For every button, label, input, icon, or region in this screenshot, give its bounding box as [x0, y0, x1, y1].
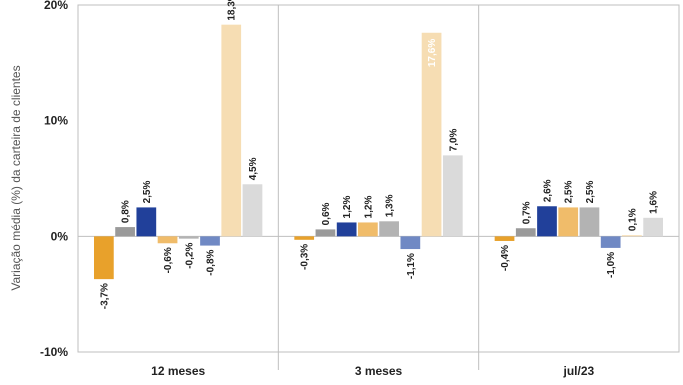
bar	[115, 227, 135, 237]
x-category-label: 12 meses	[151, 364, 205, 378]
y-tick-label: 0%	[51, 229, 69, 243]
data-label: 17,6%	[427, 39, 438, 67]
x-category-label: jul/23	[562, 364, 594, 378]
bar	[558, 207, 579, 237]
bar	[643, 217, 663, 237]
data-label: 1,3%	[385, 194, 396, 217]
x-axis: 12 meses 3 meses jul/23	[151, 364, 594, 378]
data-label: 4,5%	[248, 157, 259, 180]
data-labels: -3,7% 0,8% 2,5% -0,6% -0,2% -0,8% 18,3% 4,5% -0,…	[99, 0, 659, 309]
bar	[600, 236, 621, 248]
data-label: 1,2%	[342, 196, 353, 219]
bars	[94, 24, 663, 280]
data-label: -1,0%	[606, 252, 617, 278]
data-label: 7,0%	[448, 128, 459, 151]
y-tick-label: -10%	[40, 345, 68, 359]
data-label: -0,4%	[500, 245, 511, 271]
bar	[400, 236, 421, 250]
bar	[315, 229, 336, 237]
data-label: 0,1%	[627, 208, 638, 231]
plot-frame	[77, 4, 680, 370]
data-label: -1,1%	[406, 253, 417, 279]
bar	[157, 236, 178, 244]
data-label: 0,8%	[121, 200, 132, 223]
bar	[242, 184, 263, 237]
bar	[579, 207, 600, 237]
data-label: 0,6%	[321, 202, 332, 225]
data-label: -0,2%	[184, 243, 195, 269]
x-category-label: 3 meses	[355, 364, 403, 378]
bar	[537, 206, 557, 237]
bar	[515, 228, 536, 237]
bar	[442, 155, 463, 237]
bar	[200, 236, 220, 246]
bar	[379, 221, 399, 237]
y-tick-label: 20%	[44, 0, 68, 12]
bar	[494, 236, 515, 241]
data-label: -3,7%	[99, 283, 110, 309]
bar	[336, 222, 357, 237]
bar	[178, 236, 199, 239]
data-label: -0,3%	[300, 244, 311, 270]
bar	[221, 24, 242, 237]
bar	[358, 222, 378, 237]
bar	[622, 235, 642, 237]
data-label: 1,6%	[649, 191, 660, 214]
bar	[294, 236, 315, 240]
data-label: -0,6%	[163, 247, 174, 273]
bar	[421, 32, 442, 237]
data-label: 2,5%	[142, 181, 153, 204]
y-axis-label: Variação média (%) da carteira de client…	[9, 65, 23, 290]
data-label: 18,3%	[227, 0, 238, 21]
data-label: 1,2%	[363, 196, 374, 219]
plot-border	[77, 4, 680, 353]
data-label: 2,5%	[585, 181, 596, 204]
data-label: 2,6%	[542, 179, 553, 202]
data-label: -0,8%	[206, 249, 217, 275]
data-label: 2,5%	[564, 181, 575, 204]
bar	[136, 207, 157, 237]
bar	[94, 236, 114, 280]
y-axis: -10% 0% 10% 20%	[40, 0, 68, 359]
data-label: 0,7%	[521, 201, 532, 224]
y-tick-label: 10%	[44, 114, 68, 128]
